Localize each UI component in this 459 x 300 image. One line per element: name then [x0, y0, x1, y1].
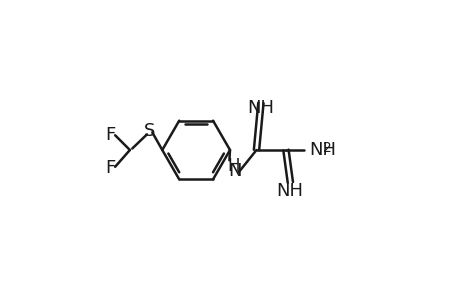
Text: NH: NH [309, 141, 336, 159]
Text: H: H [227, 157, 239, 175]
Text: N: N [228, 163, 241, 181]
Text: S: S [144, 122, 155, 140]
Text: NH: NH [246, 99, 273, 117]
Text: F: F [106, 159, 116, 177]
Text: NH: NH [276, 182, 302, 200]
Text: 2: 2 [322, 141, 331, 154]
Text: F: F [106, 126, 116, 144]
